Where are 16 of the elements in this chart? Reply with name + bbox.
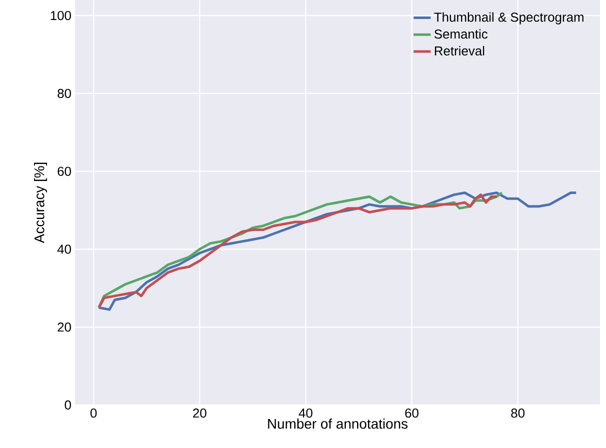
- legend-label: Retrieval: [434, 46, 484, 56]
- legend-label: Thumbnail & Spectrogram: [434, 12, 584, 24]
- y-tick-label: 40: [57, 244, 71, 254]
- x-tick-label: 80: [511, 408, 525, 418]
- x-axis-title: Number of annotations: [268, 418, 408, 429]
- y-tick-label: 0: [64, 400, 71, 410]
- y-tick-label: 60: [58, 166, 71, 176]
- y-tick-label: 80: [58, 88, 71, 98]
- x-tick-label: 60: [405, 408, 418, 418]
- x-tick-label: 20: [193, 408, 206, 418]
- y-tick-label: 20: [58, 322, 71, 332]
- y-axis-title: Accuracy [%]: [34, 162, 48, 244]
- y-tick-label: 100: [50, 10, 71, 20]
- x-tick-label: 40: [298, 408, 312, 418]
- legend-label: Semantic: [434, 29, 488, 39]
- x-tick-label: 0: [90, 408, 97, 418]
